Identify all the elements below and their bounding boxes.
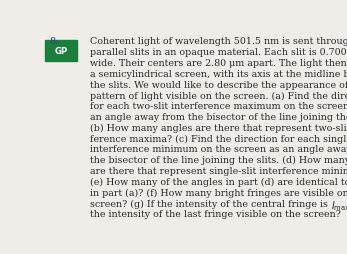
FancyBboxPatch shape	[45, 41, 77, 62]
Text: in part (a)? (f) How many bright fringes are visible on the: in part (a)? (f) How many bright fringes…	[91, 188, 347, 197]
Text: $I_\mathrm{max}$: $I_\mathrm{max}$	[331, 199, 347, 212]
Text: the slits. We would like to describe the appearance of the: the slits. We would like to describe the…	[91, 80, 347, 89]
Text: a semicylindrical screen, with its axis at the midline between: a semicylindrical screen, with its axis …	[91, 70, 347, 78]
Text: an angle away from the bisector of the line joining the slits.: an angle away from the bisector of the l…	[91, 113, 347, 122]
Text: for each two-slit interference maximum on the screen as: for each two-slit interference maximum o…	[91, 102, 347, 111]
Text: screen? (g) If the intensity of the central fringe is: screen? (g) If the intensity of the cent…	[91, 199, 331, 208]
Text: wide. Their centers are 2.80 μm apart. The light then falls on: wide. Their centers are 2.80 μm apart. T…	[91, 59, 347, 68]
Text: pattern of light visible on the screen. (a) Find the direction: pattern of light visible on the screen. …	[91, 91, 347, 100]
Text: 8.: 8.	[49, 37, 58, 46]
Text: GP: GP	[54, 47, 67, 56]
Text: the intensity of the last fringe visible on the screen?: the intensity of the last fringe visible…	[91, 210, 341, 218]
Text: ference maxima? (c) Find the direction for each single-slit: ference maxima? (c) Find the direction f…	[91, 134, 347, 143]
Text: Coherent light of wavelength 501.5 nm is sent through two: Coherent light of wavelength 501.5 nm is…	[91, 37, 347, 46]
Text: the bisector of the line joining the slits. (d) How many angles: the bisector of the line joining the sli…	[91, 156, 347, 165]
Text: parallel slits in an opaque material. Each slit is 0.700 μm: parallel slits in an opaque material. Ea…	[91, 48, 347, 57]
Text: (e) How many of the angles in part (d) are identical to those: (e) How many of the angles in part (d) a…	[91, 177, 347, 186]
Text: are there that represent single-slit interference minima?: are there that represent single-slit int…	[91, 166, 347, 175]
Text: interference minimum on the screen as an angle away from: interference minimum on the screen as an…	[91, 145, 347, 154]
Text: (b) How many angles are there that represent two-slit inter-: (b) How many angles are there that repre…	[91, 123, 347, 133]
